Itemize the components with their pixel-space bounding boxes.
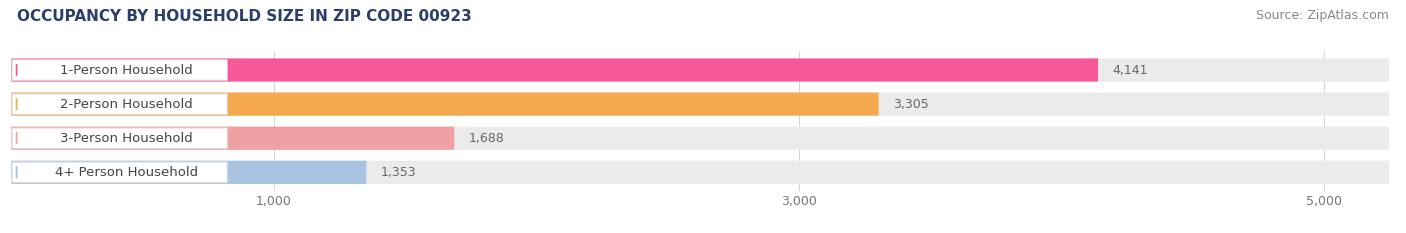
FancyBboxPatch shape xyxy=(13,128,228,148)
Text: OCCUPANCY BY HOUSEHOLD SIZE IN ZIP CODE 00923: OCCUPANCY BY HOUSEHOLD SIZE IN ZIP CODE … xyxy=(17,9,471,24)
Text: 2-Person Household: 2-Person Household xyxy=(60,98,193,111)
Text: 4,141: 4,141 xyxy=(1112,64,1149,76)
Text: Source: ZipAtlas.com: Source: ZipAtlas.com xyxy=(1256,9,1389,22)
FancyBboxPatch shape xyxy=(11,161,1389,184)
FancyBboxPatch shape xyxy=(11,127,1389,150)
FancyBboxPatch shape xyxy=(11,58,1389,82)
Text: 3-Person Household: 3-Person Household xyxy=(60,132,193,145)
Text: 1,688: 1,688 xyxy=(468,132,505,145)
FancyBboxPatch shape xyxy=(13,162,228,182)
FancyBboxPatch shape xyxy=(11,161,367,184)
FancyBboxPatch shape xyxy=(11,58,1098,82)
Text: 1-Person Household: 1-Person Household xyxy=(60,64,193,76)
FancyBboxPatch shape xyxy=(11,93,1389,116)
FancyBboxPatch shape xyxy=(11,93,879,116)
FancyBboxPatch shape xyxy=(11,127,454,150)
FancyBboxPatch shape xyxy=(13,94,228,114)
Text: 1,353: 1,353 xyxy=(381,166,416,179)
FancyBboxPatch shape xyxy=(13,60,228,80)
Text: 3,305: 3,305 xyxy=(893,98,929,111)
Text: 4+ Person Household: 4+ Person Household xyxy=(55,166,198,179)
